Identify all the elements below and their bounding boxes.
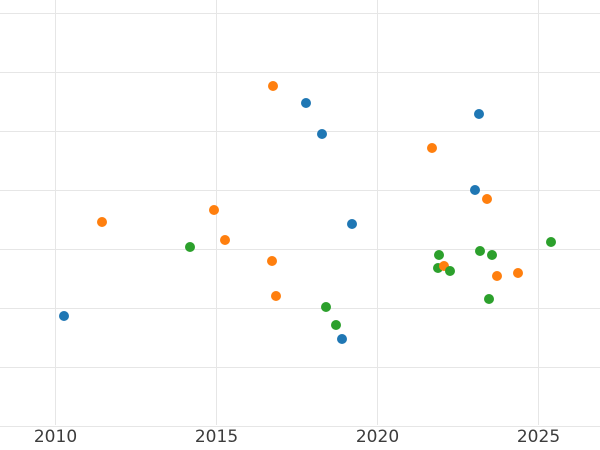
- scatter-point-orange: [267, 80, 278, 91]
- gridline-vertical: [55, 0, 56, 425]
- scatter-point-green: [185, 241, 196, 252]
- x-tick-label: 2020: [355, 427, 400, 447]
- scatter-point-orange: [481, 193, 492, 204]
- scatter-point-blue: [474, 109, 485, 120]
- scatter-point-green: [483, 294, 494, 305]
- scatter-point-blue: [347, 219, 358, 230]
- x-tick-label: 2010: [33, 427, 78, 447]
- scatter-point-orange: [266, 255, 277, 266]
- gridline-horizontal: [0, 248, 600, 250]
- scatter-point-orange: [513, 268, 524, 279]
- gridline-vertical: [538, 0, 539, 425]
- scatter-point-green: [433, 262, 444, 273]
- scatter-point-orange: [427, 143, 438, 154]
- gridline-vertical: [377, 0, 378, 425]
- scatter-point-green: [474, 245, 485, 256]
- gridline-horizontal: [0, 130, 600, 132]
- gridline-horizontal: [0, 425, 600, 427]
- scatter-point-orange: [271, 291, 282, 302]
- scatter-point-green: [330, 319, 341, 330]
- gridline-horizontal: [0, 366, 600, 368]
- scatter-point-blue: [469, 185, 480, 195]
- scatter-point-green: [444, 265, 455, 276]
- scatter-point-blue: [59, 310, 70, 321]
- scatter-point-blue: [337, 334, 348, 345]
- gridline-horizontal: [0, 12, 600, 14]
- scatter-point-green: [545, 236, 556, 247]
- gridline-horizontal: [0, 307, 600, 309]
- scatter-point-green: [433, 249, 444, 260]
- scatter-point-green: [487, 250, 498, 261]
- scatter-point-orange: [96, 217, 107, 228]
- scatter-point-orange: [439, 260, 450, 271]
- gridline-horizontal: [0, 189, 600, 191]
- x-tick-label: 2015: [194, 427, 239, 447]
- scatter-point-orange: [492, 271, 503, 282]
- scatter-point-blue: [301, 97, 312, 108]
- scatter-point-orange: [208, 205, 219, 216]
- gridline-horizontal: [0, 71, 600, 73]
- scatter-point-blue: [317, 128, 328, 139]
- x-tick-label: 2025: [516, 427, 561, 447]
- scatter-point-green: [320, 302, 331, 313]
- scatter-point-orange: [219, 234, 230, 245]
